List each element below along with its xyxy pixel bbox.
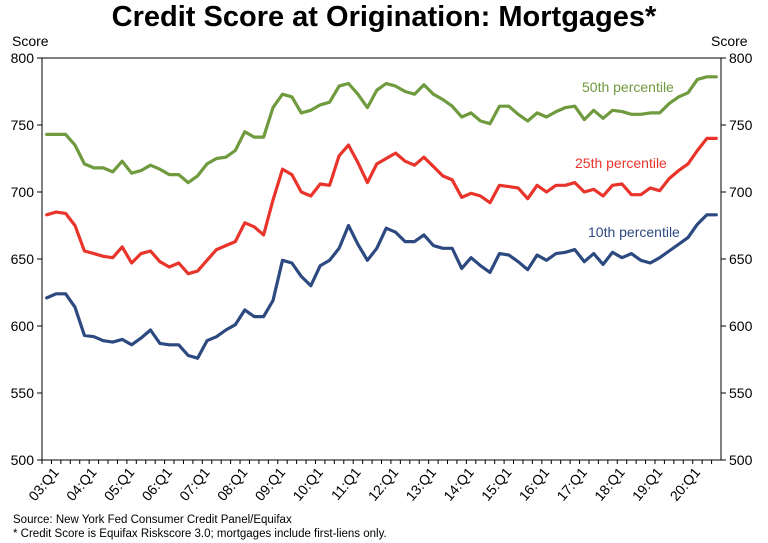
- x-tick-label: 17:Q1: [553, 464, 590, 504]
- series-label-25th-percentile: 25th percentile: [575, 155, 667, 171]
- source-note: Source: New York Fed Consumer Credit Pan…: [13, 514, 292, 526]
- y-tick-label-right: 800: [729, 50, 753, 66]
- asterisk-note: * Credit Score is Equifax Riskscore 3.0;…: [13, 528, 387, 540]
- x-tick-label: 03:Q1: [25, 464, 62, 504]
- x-tick-label: 11:Q1: [328, 464, 364, 503]
- series-line-10th-percentile: [45, 213, 718, 360]
- x-tick-label: 04:Q1: [63, 464, 100, 504]
- y-tick-label-left: 600: [11, 318, 35, 334]
- y-tick-label-right: 500: [729, 452, 753, 468]
- x-tick-label: 09:Q1: [252, 464, 289, 504]
- x-tick-label: 14:Q1: [440, 464, 477, 504]
- y-tick-label-left: 750: [11, 117, 35, 133]
- x-tick-label: 15:Q1: [478, 464, 515, 504]
- x-tick-label: 18:Q1: [591, 464, 628, 504]
- y-tick-label-right: 700: [729, 184, 753, 200]
- series-label-50th-percentile: 50th percentile: [582, 79, 674, 95]
- x-tick-label: 19:Q1: [629, 464, 666, 504]
- x-tick-label: 08:Q1: [214, 464, 251, 504]
- y-tick-label-right: 600: [729, 318, 753, 334]
- x-tick-label: 16:Q1: [516, 464, 553, 504]
- y-tick-label-left: 700: [11, 184, 35, 200]
- x-tick-label: 12:Q1: [365, 464, 402, 504]
- y-tick-label-left: 500: [11, 452, 35, 468]
- y-axis-title-left: Score: [12, 33, 49, 49]
- y-tick-label-right: 750: [729, 117, 753, 133]
- series-line-25th-percentile: [45, 136, 718, 276]
- y-tick-label-left: 550: [11, 385, 35, 401]
- x-tick-label: 06:Q1: [138, 464, 175, 504]
- y-tick-label-left: 800: [11, 50, 35, 66]
- y-tick-label-right: 550: [729, 385, 753, 401]
- x-tick-label: 20:Q1: [666, 464, 703, 504]
- y-tick-label-right: 650: [729, 251, 753, 267]
- chart-title: Credit Score at Origination: Mortgages*: [111, 1, 657, 33]
- plot-frame: [41, 57, 722, 461]
- x-tick-label: 07:Q1: [176, 464, 213, 504]
- x-tick-label: 10:Q1: [289, 464, 326, 504]
- series-label-10th-percentile: 10th percentile: [588, 224, 680, 240]
- series-line-50th-percentile: [45, 75, 718, 185]
- footnotes: Source: New York Fed Consumer Credit Pan…: [13, 513, 387, 541]
- x-tick-label: 05:Q1: [101, 464, 138, 504]
- y-axis-title-right: Score: [711, 33, 748, 49]
- x-tick-label: 13:Q1: [402, 464, 439, 504]
- y-tick-label-left: 650: [11, 251, 35, 267]
